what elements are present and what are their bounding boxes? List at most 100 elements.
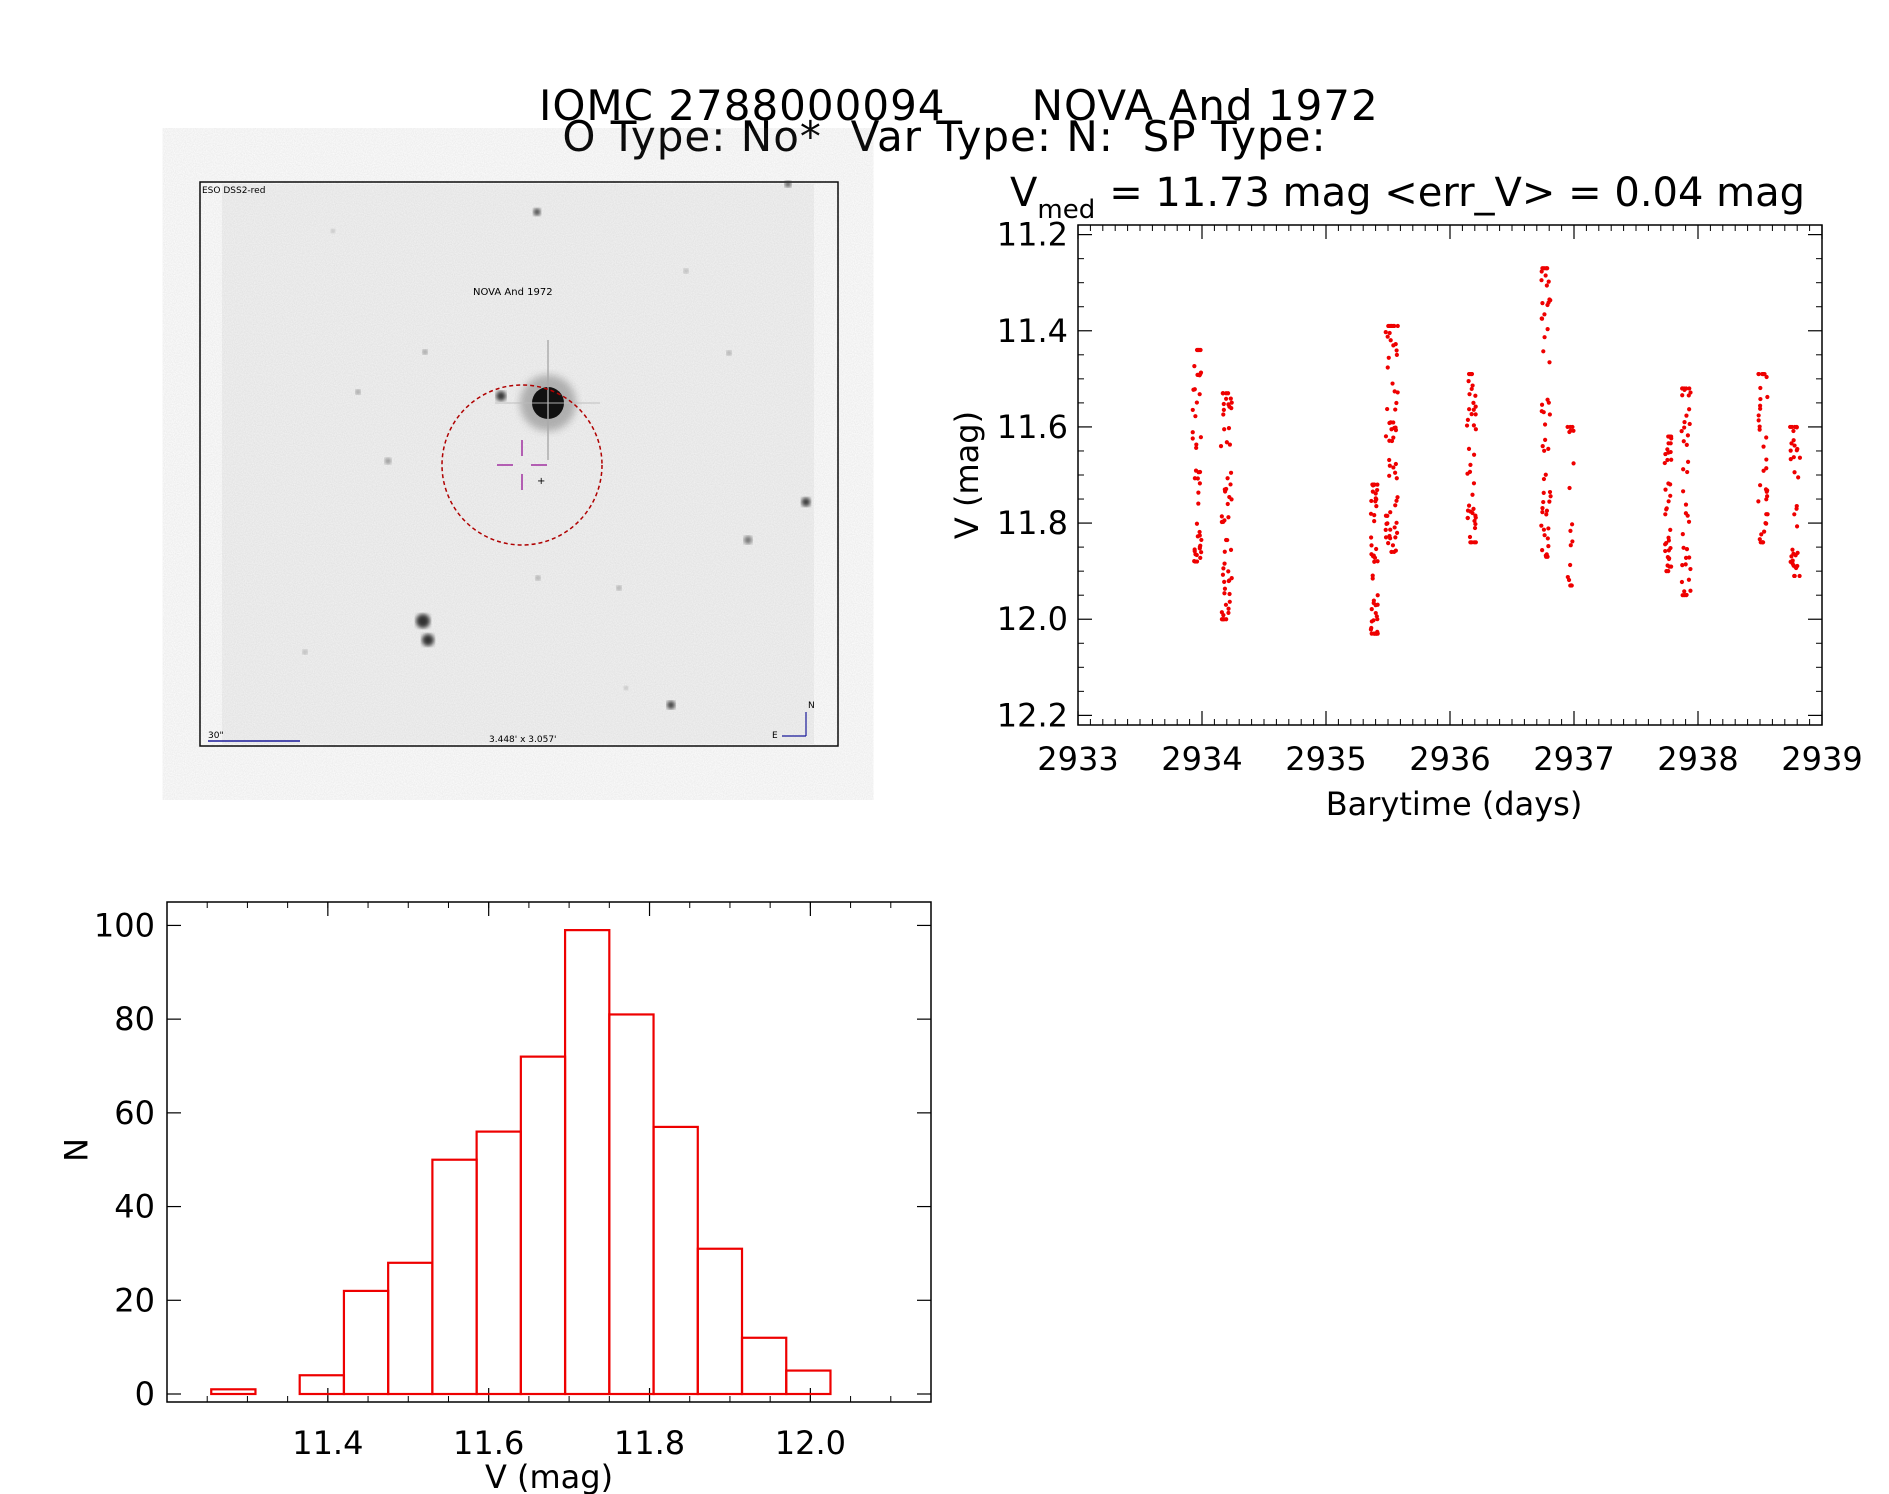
light-curve-point <box>1764 457 1769 462</box>
light-curve-point <box>1372 482 1377 487</box>
histogram-bars <box>210 929 832 1396</box>
light-curve-point <box>1545 536 1550 541</box>
light-curve-point <box>1196 501 1201 506</box>
light-curve-point <box>1668 482 1673 487</box>
histogram-x-tick-label: 11.8 <box>614 1424 685 1462</box>
light-curve-point <box>1761 468 1766 473</box>
target-circle <box>441 384 603 546</box>
light-curve-point <box>1224 396 1229 401</box>
light-curve-x-tick-label: 2938 <box>1657 740 1738 778</box>
histogram-bar <box>608 1013 655 1396</box>
light-curve-ticks: 2933 2934 2935 2936 2937 2938 2939 11.2 11.4 11.6… <box>997 216 1863 778</box>
light-curve-x-tick-label: 2934 <box>1161 740 1242 778</box>
light-curve-point <box>1546 279 1551 284</box>
light-curve-point <box>1385 365 1390 370</box>
light-curve-point <box>1758 483 1763 488</box>
histogram-frame <box>166 901 932 1403</box>
light-curve-point <box>1764 512 1769 517</box>
light-curve-point <box>1541 349 1546 354</box>
light-curve-point <box>1762 529 1767 534</box>
field-stars <box>302 181 811 709</box>
light-curve-point <box>1227 442 1233 447</box>
light-curve-point <box>1387 473 1392 478</box>
light-curve-point <box>1393 461 1398 467</box>
histogram-bar <box>342 1289 390 1396</box>
light-curve-point <box>1792 424 1797 430</box>
light-curve-point <box>1688 588 1693 593</box>
light-curve-point <box>1471 506 1476 512</box>
light-curve-point <box>1394 352 1399 357</box>
light-curve-y-tick-label: 11.6 <box>997 408 1068 446</box>
light-curve-point <box>1383 330 1388 335</box>
light-curve-point <box>1680 563 1685 568</box>
light-curve-point <box>1227 494 1232 500</box>
light-curve-point <box>1761 540 1766 545</box>
light-curve-point <box>1467 392 1472 397</box>
light-curve-point <box>1466 379 1471 384</box>
star-type-line: O Type: No* Var Type: N: SP Type: <box>562 112 1327 161</box>
light-curve-point <box>1684 386 1689 391</box>
light-curve-point <box>1465 508 1471 513</box>
light-curve-point <box>1369 535 1374 540</box>
light-curve-point <box>1190 430 1195 435</box>
light-curve-point <box>1543 472 1548 477</box>
light-curve-y-tick-label: 11.8 <box>997 504 1068 542</box>
light-curve-point <box>1568 543 1573 548</box>
light-curve-point <box>1684 593 1689 598</box>
light-curve-point <box>1222 579 1227 584</box>
light-curve-point <box>1375 617 1380 622</box>
light-curve-point <box>1219 514 1224 519</box>
light-curve-point <box>1467 534 1473 540</box>
light-curve-point <box>1567 429 1572 435</box>
light-curve-point <box>1228 470 1234 475</box>
light-curve-point <box>1686 519 1692 524</box>
light-curve-point <box>1789 441 1794 446</box>
light-curve-point <box>1686 393 1691 398</box>
light-curve-point <box>1668 449 1673 455</box>
light-curve-point <box>1198 435 1203 440</box>
light-curve-point <box>1540 266 1545 271</box>
stats-text: = 11.73 mag <err_V> = 0.04 mag <box>1109 170 1805 216</box>
light-curve-point <box>1371 598 1376 603</box>
light-curve-frame <box>1077 224 1823 726</box>
light-curve-point <box>1388 536 1393 541</box>
light-curve-point <box>1373 610 1378 616</box>
light-curve-point <box>1669 457 1674 462</box>
light-curve-point <box>1544 283 1549 288</box>
light-curve-point <box>1224 440 1229 445</box>
light-curve-point <box>1761 444 1766 449</box>
light-curve-point <box>1386 541 1391 546</box>
light-curve-point <box>1764 497 1769 502</box>
light-curve-point <box>1393 407 1398 412</box>
light-curve-point <box>1226 402 1231 407</box>
light-curve-point <box>1222 427 1227 432</box>
light-curve-point <box>1539 523 1544 528</box>
light-curve-point <box>1375 559 1380 564</box>
light-curve-point <box>1226 426 1232 431</box>
light-curve-point <box>1393 548 1398 553</box>
light-curve-point <box>1385 334 1390 339</box>
histogram-bar <box>785 1369 832 1396</box>
light-curve-point <box>1471 407 1476 412</box>
light-curve-point <box>1228 482 1233 487</box>
light-curve-point <box>1373 491 1378 496</box>
light-curve-point <box>1385 406 1390 412</box>
light-curve-point <box>1681 545 1686 550</box>
light-curve-point <box>1791 428 1796 434</box>
histogram-bar <box>298 1374 346 1396</box>
histogram-bar <box>387 1261 434 1396</box>
light-curve-point <box>1568 562 1573 568</box>
light-curve-point <box>1473 404 1478 409</box>
light-curve-point <box>1758 406 1763 411</box>
light-curve-point <box>1373 499 1378 504</box>
light-curve-point <box>1663 548 1668 554</box>
light-curve-point <box>1222 561 1227 566</box>
star-title: IOMC 2788000094 NOVA And 1972 <box>0 32 1889 130</box>
compass-north-label: N <box>808 701 815 711</box>
light-curve-point <box>1471 481 1477 486</box>
stats-v-subscript: med <box>1037 195 1095 225</box>
light-curve-point <box>1765 488 1770 493</box>
light-curve-point <box>1756 413 1761 418</box>
light-curve-point <box>1681 439 1686 444</box>
light-curve-point <box>1220 391 1226 396</box>
